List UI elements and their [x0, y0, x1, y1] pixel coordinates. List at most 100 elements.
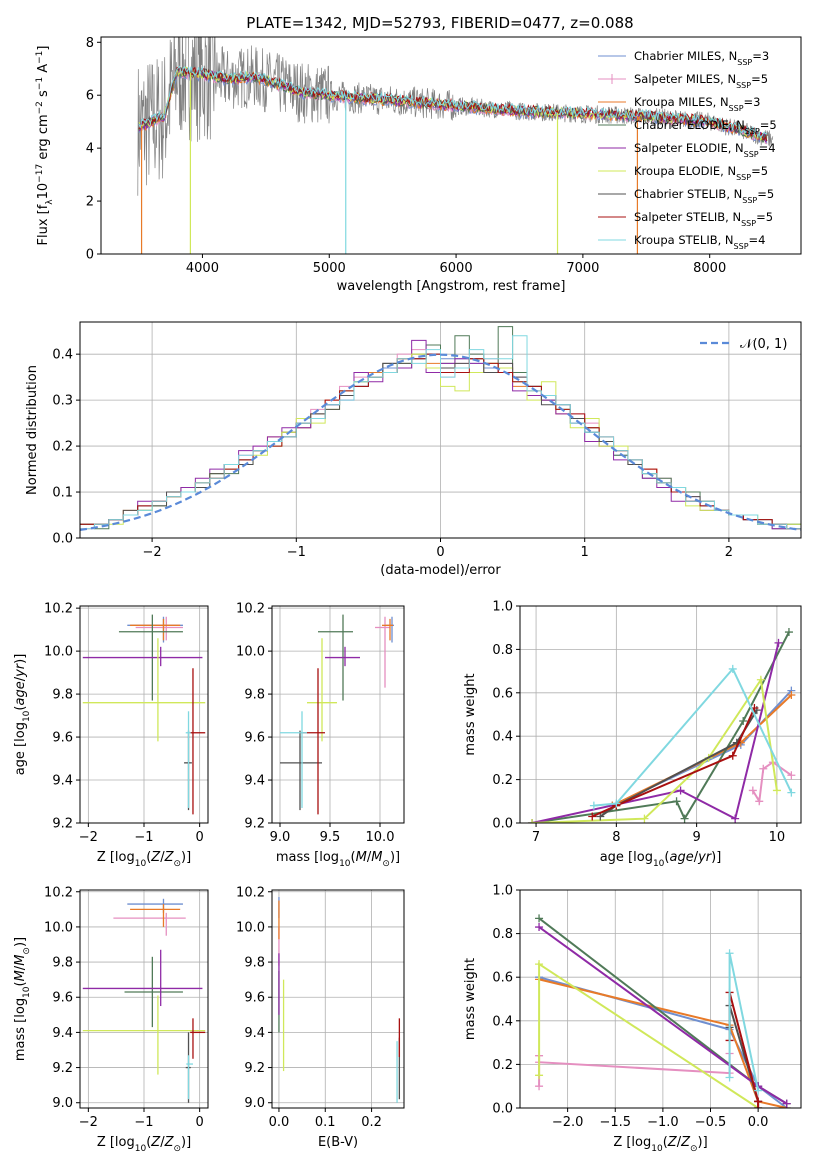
legend-entry: Salpeter STELIB, NSSP=5 [598, 210, 773, 228]
weight-marker [680, 814, 689, 823]
weight-marker [774, 638, 783, 647]
error-bar-point [82, 646, 203, 667]
error-bars [280, 614, 394, 815]
x-tick-label: 7 [532, 830, 540, 845]
error-bar-point [130, 904, 181, 927]
error-bar-point [135, 616, 183, 641]
y-tick-label: 9.8 [244, 956, 265, 971]
axes-frame [79, 889, 209, 1109]
x-tick-label: 5000 [313, 261, 346, 276]
y-tick-label: 0.0 [492, 817, 513, 832]
axes-frame [271, 605, 405, 824]
error-bar-point [124, 956, 183, 1028]
axes-frame [79, 321, 802, 539]
y-tick-label: 9.4 [52, 1026, 73, 1041]
error-bars [278, 897, 401, 1103]
weight-marker [759, 764, 768, 773]
x-tick-label: −2 [143, 545, 162, 560]
legend-entry: Chabrier ELODIE, NSSP=5 [598, 118, 777, 136]
y-tick-label: 0.4 [492, 1014, 513, 1029]
error-bar-point [382, 618, 393, 641]
y-tick-label: 9.6 [244, 731, 265, 746]
legend-entry: Salpeter ELODIE, NSSP=4 [598, 141, 776, 159]
y-tick-label: 0.2 [492, 1058, 513, 1073]
axes-frame [100, 36, 802, 255]
residuals-panel: −2 −1 0 1 2 0.0 0.1 0.2 0.3 0.4 (data-model)/error… [25, 321, 802, 578]
weight-marker [725, 1073, 734, 1082]
x-tick-label: 0.1 [315, 1115, 336, 1130]
error-bar-point [82, 638, 206, 742]
histogram-step [80, 335, 801, 530]
y-tick-label: 9.0 [52, 1096, 73, 1111]
legend-label: Chabrier MILES, NSSP=3 [634, 49, 769, 67]
y-tick-label: 9.6 [244, 991, 265, 1006]
weight-line [593, 667, 793, 807]
x-tick-label: −1.5 [599, 1115, 631, 1130]
y-tick-label: 9.0 [244, 1096, 265, 1111]
x-axis-label: Z [log10(Z/Z⊙)] [97, 1135, 191, 1154]
y-tick-label: 0 [86, 248, 94, 263]
x-axis-label: (data-model)/error [380, 563, 501, 578]
y-tick-label: 2 [86, 195, 94, 210]
spectrum-lines [137, 37, 774, 254]
error-bar-point [185, 711, 191, 808]
legend-entry: 𝒩(0, 1) [700, 337, 787, 352]
weight-marker [782, 1099, 791, 1108]
y-tick-label: 6 [86, 89, 94, 104]
axes-frame [519, 889, 802, 1109]
histograms [80, 326, 801, 531]
x-tick-label: 9.0 [270, 830, 291, 845]
legend-entry: Kroupa ELODIE, NSSP=5 [598, 164, 768, 182]
x-axis-label: E(B-V) [318, 1135, 358, 1150]
weight-marker [612, 799, 621, 808]
y-tick-label: 9.2 [52, 817, 73, 832]
y-tick-label: 0.1 [52, 486, 73, 501]
weight-marker [748, 786, 757, 795]
y-axis-label: Normed distribution [25, 365, 40, 495]
y-tick-label: 8 [86, 36, 94, 51]
age-vs-Z-panel: −2 −1 0 9.2 9.4 9.6 9.8 10.0 10.2 age [log10(age/… [13, 602, 209, 869]
weight-marker [728, 664, 737, 673]
x-tick-label: −1.0 [647, 1115, 679, 1130]
x-axis-label: wavelength [Angstrom, rest frame] [337, 279, 566, 294]
y-tick-label: 9.4 [244, 1026, 265, 1041]
weight-marker [772, 786, 781, 795]
error-bars [82, 614, 206, 815]
y-tick-label: 10.0 [44, 645, 73, 660]
legend-label: 𝒩(0, 1) [740, 337, 787, 352]
y-tick-label: 9.4 [52, 774, 73, 789]
legend-label: Salpeter ELODIE, NSSP=4 [634, 141, 776, 159]
legend-label: Salpeter STELIB, NSSP=5 [634, 210, 773, 228]
gaussian-curve [80, 353, 801, 531]
legend-label: Kroupa ELODIE, NSSP=5 [634, 164, 768, 182]
x-tick-label: −2 [79, 830, 98, 845]
error-bar-point [190, 668, 206, 815]
x-axis-label: mass [log10(M/M⊙)] [276, 850, 400, 869]
y-axis-label: age [log10(age/yr)] [13, 654, 32, 776]
y-tick-label: 0.3 [52, 394, 73, 409]
y-axis-label: mass weight [463, 673, 478, 755]
y-tick-label: 10.2 [236, 885, 265, 900]
figure-title: PLATE=1342, MJD=52793, FIBERID=0477, z=0… [246, 14, 633, 32]
weight-vs-Z-panel: −2.0 −1.5 −1.0 −0.5 0.0 0.0 0.2 0.4 0.6 0.8 1.0 Z [… [463, 884, 802, 1154]
error-bar-point [82, 995, 206, 1075]
y-tick-label: 0.4 [492, 730, 513, 745]
y-tick-label: 9.2 [52, 1061, 73, 1076]
weight-marker [731, 814, 740, 823]
axes-frame [519, 605, 802, 824]
x-tick-label: 10 [769, 830, 786, 845]
legend-label: Salpeter MILES, NSSP=5 [634, 72, 768, 90]
x-tick-label: 0.2 [361, 1115, 382, 1130]
error-bar-point [325, 646, 360, 667]
x-tick-label: −2 [79, 1115, 98, 1130]
weight-line [531, 642, 780, 823]
age-vs-mass-panel: 9.0 9.5 10.0 9.2 9.4 9.6 9.8 10.0 10.2 mass [log1… [236, 602, 405, 869]
weight-line [538, 976, 788, 1108]
y-axis-label: mass [log10(M/M⊙)] [13, 937, 32, 1061]
y-tick-label: 0.4 [52, 348, 73, 363]
y-tick-label: 0.6 [492, 971, 513, 986]
legend-entry: Chabrier STELIB, NSSP=5 [598, 187, 774, 205]
x-tick-label: 0 [436, 545, 444, 560]
x-axis-label: age [log10(age/yr)] [600, 850, 722, 869]
y-tick-label: 10.2 [44, 602, 73, 617]
